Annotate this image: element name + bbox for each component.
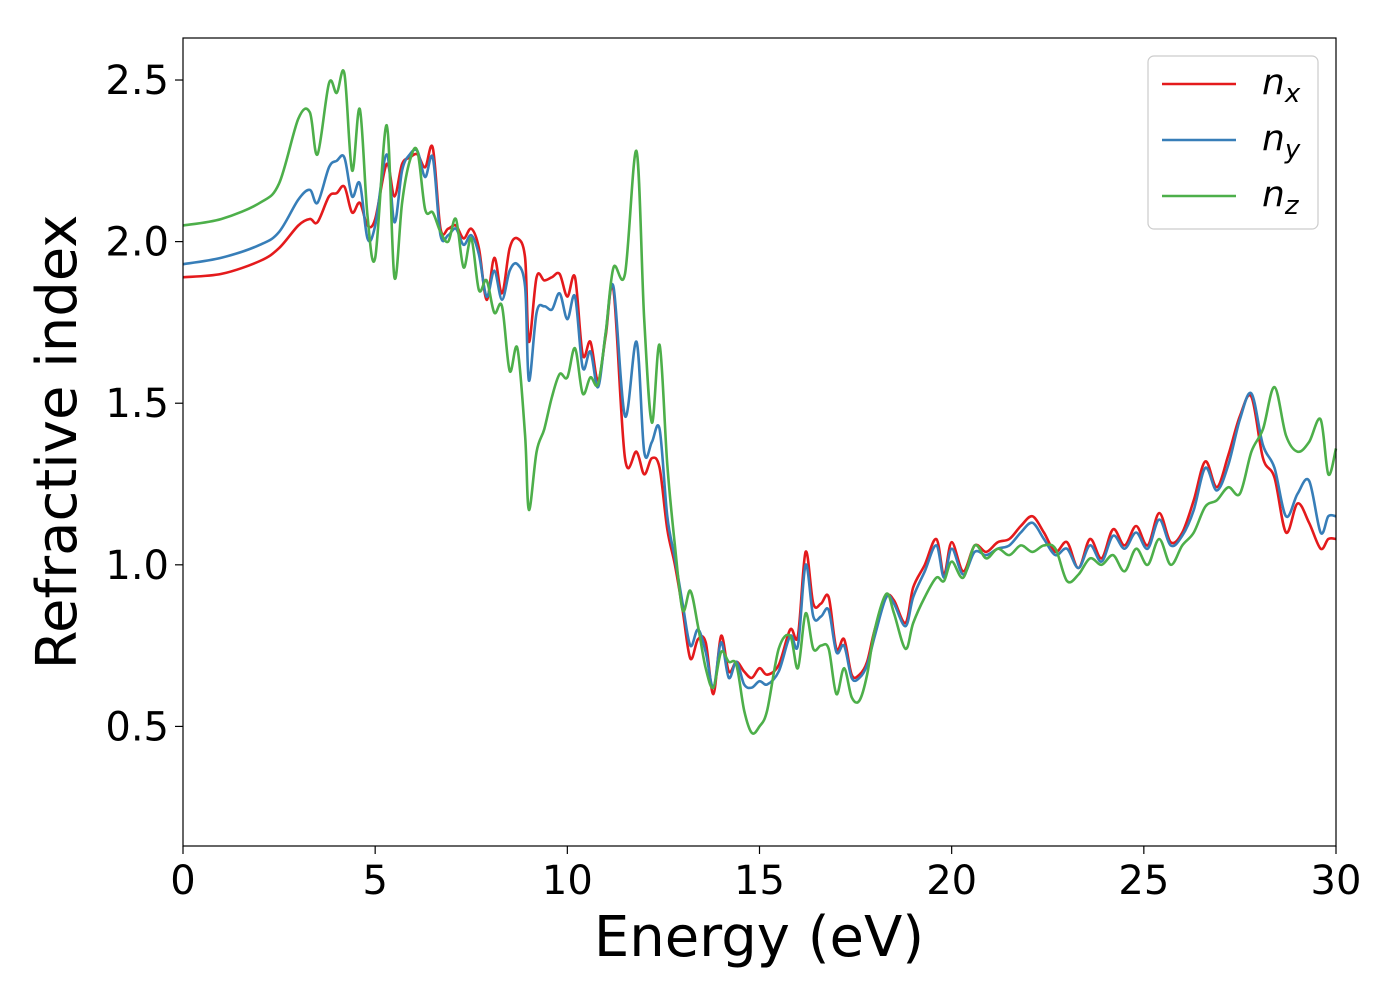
x-tick-label: 5 <box>362 858 387 904</box>
y-tick-label: 1.0 <box>105 543 169 589</box>
y-tick-label: 0.5 <box>105 704 169 750</box>
series-layer <box>182 69 1338 735</box>
x-tick-label: 30 <box>1311 858 1362 904</box>
y-tick-label: 2.0 <box>105 220 169 266</box>
x-axis: 0 5 10 15 20 25 30 <box>170 846 1361 904</box>
x-axis-title: Energy (eV) <box>594 905 924 970</box>
y-tick-label: 1.5 <box>105 381 169 427</box>
legend-label-y: ny <box>1262 118 1301 165</box>
x-tick-label: 25 <box>1118 858 1169 904</box>
y-axis: 0.5 1.0 1.5 2.0 2.5 <box>105 58 183 750</box>
x-tick-label: 15 <box>734 858 785 904</box>
y-axis-title: Refractive index <box>25 215 90 670</box>
series-line-3 <box>182 69 1338 735</box>
legend-label-z: nz <box>1262 174 1300 221</box>
x-tick-label: 0 <box>170 858 195 904</box>
x-tick-label: 20 <box>926 858 977 904</box>
y-tick-label: 2.5 <box>105 58 169 104</box>
series-line-2 <box>182 148 1337 690</box>
legend-label-x: nx <box>1262 62 1301 109</box>
legend: nx ny nz <box>1147 55 1319 230</box>
legend-box <box>1147 55 1319 230</box>
x-tick-label: 10 <box>542 858 593 904</box>
plot-background <box>183 38 1336 846</box>
